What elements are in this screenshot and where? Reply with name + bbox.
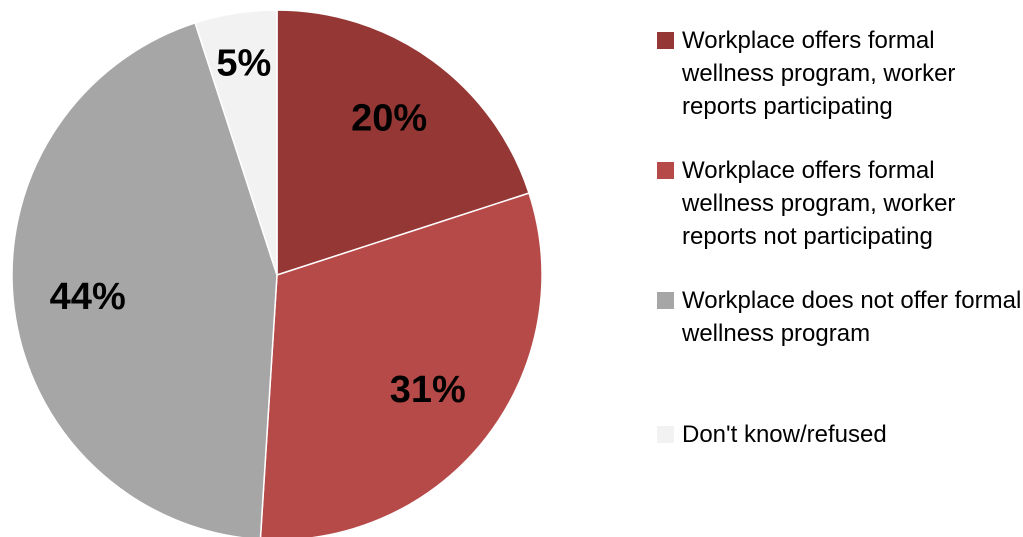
legend-swatch xyxy=(657,426,674,443)
legend-swatch xyxy=(657,162,674,179)
legend-item: Workplace offers formal wellness program… xyxy=(657,24,1022,123)
data-label: 20% xyxy=(351,98,427,140)
pie-slice xyxy=(194,9,278,276)
legend-item: Workplace does not offer formal wellness… xyxy=(657,284,1022,350)
legend-item: Workplace offers formal wellness program… xyxy=(657,154,1022,253)
data-label: 44% xyxy=(50,276,126,318)
pie-slice xyxy=(259,192,543,537)
legend-item: Don't know/refused xyxy=(657,418,1022,451)
legend-label: Workplace offers formal wellness program… xyxy=(682,27,956,120)
data-label: 31% xyxy=(390,369,466,411)
pie-slice xyxy=(276,9,530,277)
legend-label: Don't know/refused xyxy=(682,421,887,448)
data-label: 5% xyxy=(216,43,271,85)
pie-slice xyxy=(11,22,278,537)
chart: 20% 31% 44% 5% xyxy=(11,9,543,537)
legend-label: Workplace offers formal wellness program… xyxy=(682,157,956,250)
legend-swatch xyxy=(657,292,674,309)
legend-swatch xyxy=(657,32,674,49)
legend-label: Workplace does not offer formal wellness… xyxy=(682,287,1022,347)
